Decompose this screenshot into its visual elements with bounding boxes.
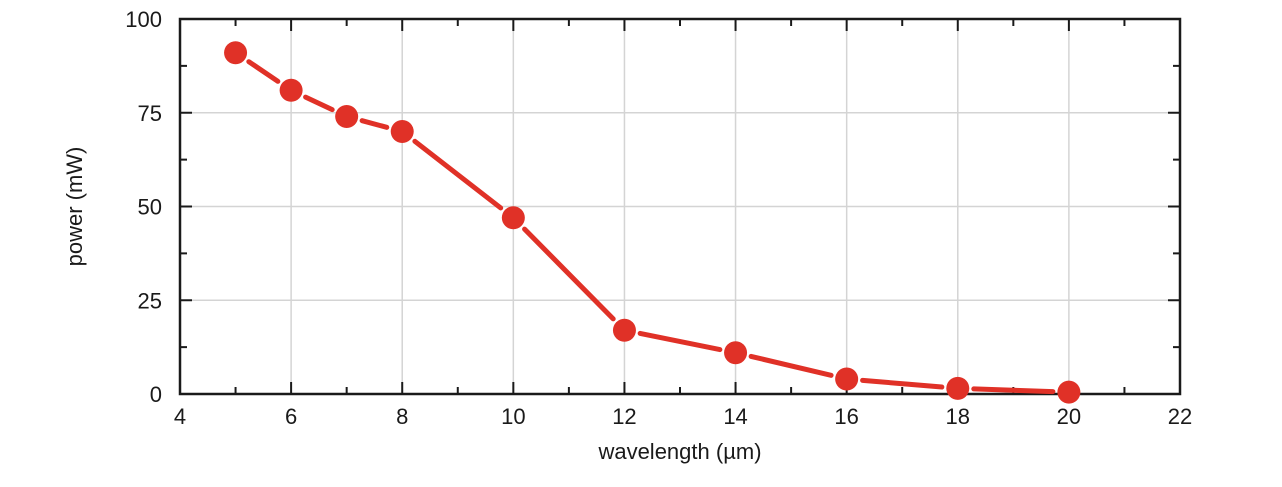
grid bbox=[180, 19, 1180, 394]
series-line-segment bbox=[748, 353, 834, 378]
y-tick-label: 25 bbox=[138, 288, 162, 313]
series-line-segment bbox=[359, 118, 390, 130]
y-tick-label: 50 bbox=[138, 195, 162, 220]
data-point bbox=[1057, 380, 1081, 404]
series-line-segment bbox=[522, 226, 616, 322]
y-tick-label: 0 bbox=[150, 382, 162, 407]
series-line-segment bbox=[246, 59, 281, 84]
data-point bbox=[501, 206, 525, 230]
x-tick-label: 10 bbox=[501, 404, 525, 429]
data-point bbox=[279, 78, 303, 102]
y-tick-label: 75 bbox=[138, 101, 162, 126]
data-point bbox=[390, 120, 414, 143]
data-point bbox=[946, 376, 970, 400]
y-tick-label: 100 bbox=[125, 7, 162, 32]
y-axis-label: power (mW) bbox=[62, 147, 87, 267]
series-line-segment bbox=[303, 94, 335, 113]
data-point bbox=[224, 41, 248, 65]
data-point bbox=[612, 318, 636, 342]
x-tick-label: 8 bbox=[396, 404, 408, 429]
x-tick-label: 4 bbox=[174, 404, 186, 429]
series-line-segment bbox=[637, 330, 723, 353]
x-tick-label: 12 bbox=[612, 404, 636, 429]
x-tick-label: 6 bbox=[285, 404, 297, 429]
x-tick-label: 14 bbox=[723, 404, 747, 429]
series-line-segment bbox=[971, 386, 1056, 395]
x-tick-label: 20 bbox=[1057, 404, 1081, 429]
series-line-segment bbox=[412, 138, 504, 211]
data-point bbox=[835, 367, 859, 391]
x-tick-label: 18 bbox=[946, 404, 970, 429]
axis-ticks: 4 6 8 10 12 14 16 18 20 22 0 25 50 75 100 bbox=[125, 7, 1192, 429]
x-axis-label: wavelength (µm) bbox=[597, 439, 761, 464]
series-layer bbox=[224, 41, 1081, 404]
x-tick-label: 16 bbox=[834, 404, 858, 429]
x-tick-label: 22 bbox=[1168, 404, 1192, 429]
data-point bbox=[335, 105, 359, 128]
data-point bbox=[724, 341, 748, 365]
series-line-segment bbox=[860, 377, 945, 390]
